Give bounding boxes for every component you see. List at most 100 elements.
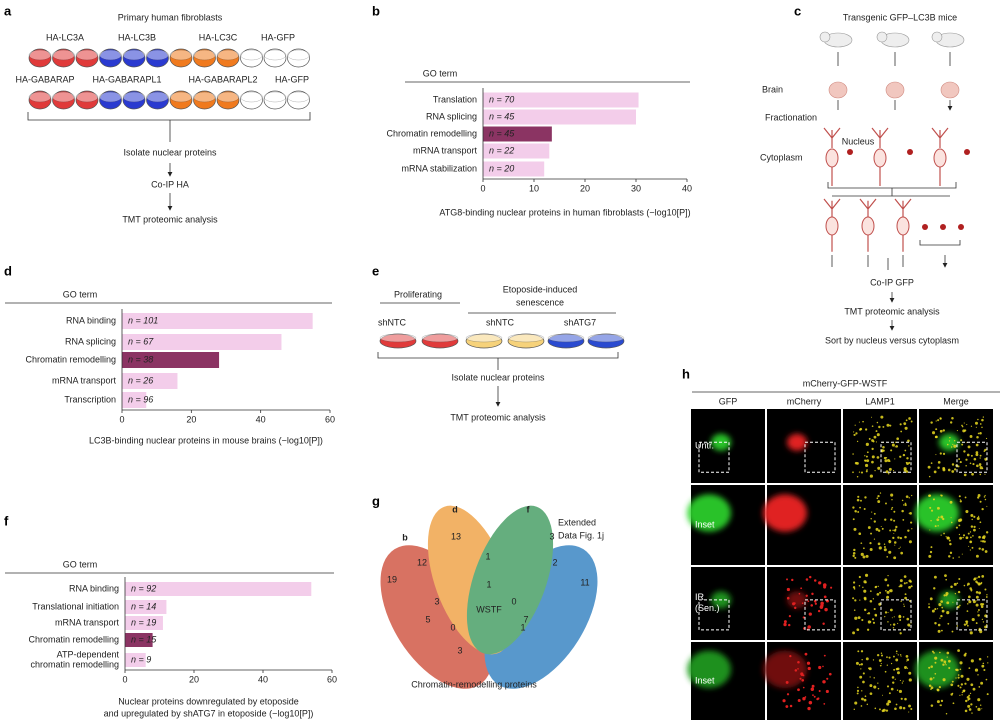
puncta [959,694,961,696]
puncta [956,582,959,585]
puncta [970,588,973,592]
label: HA-LC3B [118,32,156,42]
dish-rim [287,49,310,61]
puncta [887,699,891,704]
puncta [830,586,833,589]
puncta [933,587,936,590]
puncta [958,577,961,581]
puncta [905,582,908,584]
puncta [893,541,897,544]
puncta [928,494,932,497]
puncta [871,511,873,513]
puncta [786,596,790,600]
puncta [946,443,949,446]
puncta [978,657,982,661]
puncta [899,584,903,588]
puncta [785,705,789,708]
puncta [909,511,912,515]
dish [75,48,99,68]
puncta [863,580,867,584]
puncta [948,666,951,670]
puncta [852,631,855,635]
puncta [945,578,947,581]
puncta [813,579,817,582]
puncta [963,623,967,626]
puncta [887,473,890,475]
puncta [900,600,902,603]
puncta [950,517,952,519]
puncta [951,680,954,683]
puncta [977,432,980,435]
puncta [853,708,856,711]
puncta [786,587,790,592]
puncta [823,595,827,599]
label: TMT proteomic analysis [844,306,940,316]
puncta [858,532,862,536]
puncta [804,652,808,656]
soma [825,216,839,236]
puncta [946,651,950,655]
puncta [950,683,954,687]
puncta [952,702,955,705]
puncta [965,465,967,467]
puncta [971,546,974,549]
puncta [958,458,961,460]
dish-rim [193,49,216,61]
brain [885,81,905,99]
label: LC3B-binding nuclear proteins in mouse b… [89,435,323,445]
puncta [805,578,809,581]
puncta [886,656,888,658]
puncta [871,447,874,451]
puncta [891,676,895,679]
puncta [873,607,876,611]
puncta [934,608,937,611]
brain [940,81,960,99]
label: d [452,504,458,514]
puncta [854,599,857,602]
puncta [794,606,797,610]
dish [122,90,146,110]
label: 0 [450,622,455,632]
puncta [939,452,942,455]
puncta [982,535,986,539]
puncta [856,498,860,502]
puncta [800,587,803,590]
puncta [826,677,829,680]
puncta [895,658,899,662]
nucleus [922,224,928,230]
nucleus [958,224,964,230]
puncta [930,686,934,690]
puncta [972,600,976,604]
puncta [961,553,963,555]
puncta [942,663,945,666]
label: 13 [451,531,461,541]
puncta [979,465,981,467]
puncta [862,680,865,684]
puncta [885,589,887,592]
puncta [856,692,859,695]
puncta [903,422,907,426]
puncta [864,573,869,577]
label: mRNA transport [52,375,117,385]
puncta [942,452,946,455]
puncta [910,521,913,524]
puncta [950,446,953,448]
puncta [886,664,888,666]
puncta [905,495,909,498]
puncta [804,696,807,698]
inset-box [698,441,730,473]
puncta [938,603,942,607]
inset-box [804,599,836,631]
puncta [937,466,940,469]
puncta [865,442,869,446]
puncta [853,431,855,433]
bar [125,582,312,596]
puncta [899,536,903,540]
puncta [981,540,985,543]
puncta [864,459,866,462]
label: 7 [523,614,528,624]
puncta [825,689,829,694]
puncta [856,476,859,478]
puncta [888,692,891,695]
puncta [948,659,951,663]
